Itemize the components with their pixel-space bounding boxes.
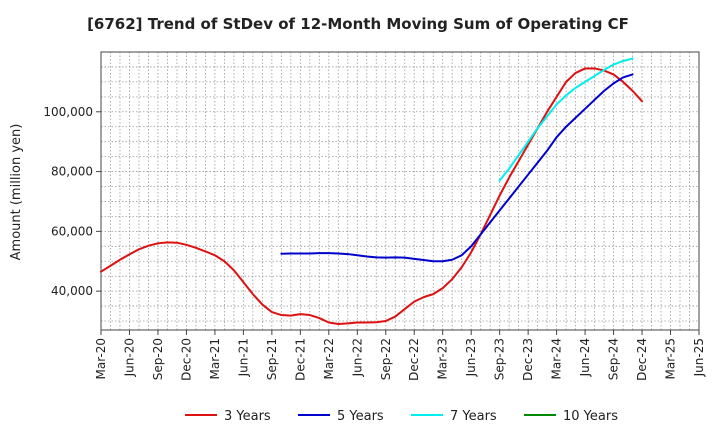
chart-title: [6762] Trend of StDev of 12-Month Moving… xyxy=(87,15,629,33)
x-tick-label: Dec-22 xyxy=(407,338,421,381)
x-tick-label: Sep-22 xyxy=(379,338,393,380)
x-tick-label: Mar-25 xyxy=(664,338,678,379)
x-tick-label: Jun-20 xyxy=(122,338,136,377)
plot-area: 40,000 60,000 80,000 100,000 Mar-20 Jun-20 Sep… xyxy=(43,51,706,381)
x-tick-label: Jun-23 xyxy=(464,338,478,377)
x-tick-label: Jun-22 xyxy=(350,338,364,377)
x-tick-label: Jun-24 xyxy=(578,338,592,377)
x-tick-label: Dec-21 xyxy=(293,338,307,381)
x-tick-label: Mar-20 xyxy=(94,338,108,379)
x-tick-label: Sep-24 xyxy=(607,338,621,380)
plot-border xyxy=(100,51,700,331)
legend-label-5-years: 5 Years xyxy=(337,409,384,424)
x-tick-label: Dec-24 xyxy=(635,338,649,381)
x-tick-label: Mar-23 xyxy=(436,338,450,379)
y-tick-label: 40,000 xyxy=(51,284,93,298)
legend-label-10-years: 10 Years xyxy=(563,409,618,424)
x-tick-label: Jun-21 xyxy=(236,338,250,377)
x-tick-label: Mar-24 xyxy=(550,338,564,379)
x-tick-label: Dec-23 xyxy=(521,338,535,381)
legend-label-3-years: 3 Years xyxy=(224,409,271,424)
x-tick-label: Dec-20 xyxy=(179,338,193,381)
x-tick-label: Jun-25 xyxy=(692,338,706,377)
series-line-7-years xyxy=(498,57,634,182)
x-tick-label: Sep-23 xyxy=(493,338,507,380)
y-axis-label: Amount (million yen) xyxy=(9,124,24,261)
x-tick-label: Sep-20 xyxy=(151,338,165,380)
y-tick-label: 60,000 xyxy=(51,224,93,238)
series-line-3-years xyxy=(100,67,644,326)
x-tick-label: Mar-22 xyxy=(322,338,336,379)
x-tick-label: Mar-21 xyxy=(208,338,222,379)
x-tick-label: Sep-21 xyxy=(265,338,279,380)
legend-label-7-years: 7 Years xyxy=(450,409,497,424)
y-tick-label: 100,000 xyxy=(43,105,93,119)
series-line-5-years xyxy=(280,73,634,263)
legend: 3 Years 5 Years 7 Years 10 Years xyxy=(185,409,618,424)
y-tick-label: 80,000 xyxy=(51,165,93,179)
